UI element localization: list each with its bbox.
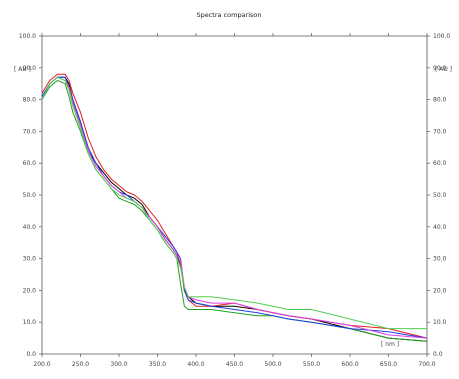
- y-tick-label-left: 50.0: [23, 192, 37, 199]
- chart-title: Spectra comparison: [196, 11, 261, 19]
- y-tick-label-left: 90.0: [23, 65, 37, 72]
- series-lines: [41, 73, 428, 342]
- y-tick-label-right: 60.0: [433, 160, 447, 167]
- x-tick-label: 650.0: [380, 361, 397, 368]
- x-tick-label: 500.0: [264, 361, 281, 368]
- series-line-4: [41, 76, 428, 339]
- x-tick-label: 300.0: [110, 361, 127, 368]
- y-tick-label-right: 90.0: [433, 65, 447, 72]
- series-line-5: [41, 76, 428, 339]
- x-tick-label: 700.0: [418, 361, 435, 368]
- series-line-3: [41, 80, 428, 342]
- y-tick-label-left: 80.0: [23, 97, 37, 104]
- y-tick-label-right: 50.0: [433, 192, 447, 199]
- x-tick-label: 550.0: [303, 361, 320, 368]
- y-axis-label-left: [ AU ]: [14, 66, 31, 73]
- y-tick-label-right: 10.0: [433, 319, 447, 326]
- y-tick-label-right: 80.0: [433, 97, 447, 104]
- y-axis-ticks: 0.0 0.0 10.0 10.0 20.0 20.0 30.0 30.0 40.0 40.0 50…: [19, 33, 451, 358]
- y-tick-label-left: 0.0: [26, 351, 36, 358]
- y-tick-label-left: 20.0: [23, 287, 37, 294]
- y-tick-label-left: 100.0: [19, 33, 36, 40]
- y-tick-label-right: 100.0: [433, 33, 450, 40]
- x-tick-label: 400.0: [187, 361, 204, 368]
- series-line-1: [41, 76, 428, 342]
- y-tick-label-left: 70.0: [23, 128, 37, 135]
- y-tick-label-left: 30.0: [23, 256, 37, 263]
- y-tick-label-right: 20.0: [433, 287, 447, 294]
- x-axis-ticks: 200.0 250.0 300.0 350.0 400.0 450.0 500.0 550.0…: [33, 33, 436, 368]
- x-tick-label: 200.0: [33, 361, 50, 368]
- series-line-2: [41, 73, 428, 339]
- y-tick-label-left: 40.0: [23, 224, 37, 231]
- y-axis-label-right: [ AU ]: [435, 66, 452, 73]
- x-tick-label: 600.0: [341, 361, 358, 368]
- x-tick-label: 350.0: [149, 361, 166, 368]
- y-tick-label-right: 40.0: [433, 224, 447, 231]
- y-tick-label-left: 10.0: [23, 319, 37, 326]
- y-tick-label-right: 70.0: [433, 128, 447, 135]
- x-axis-label: [ nm ]: [381, 341, 399, 348]
- x-tick-label: 250.0: [72, 361, 89, 368]
- series-line-6: [41, 76, 427, 330]
- x-tick-label: 450.0: [226, 361, 243, 368]
- y-tick-label-right: 30.0: [433, 256, 447, 263]
- y-tick-label-left: 60.0: [23, 160, 37, 167]
- y-tick-label-right: 0.0: [433, 351, 443, 358]
